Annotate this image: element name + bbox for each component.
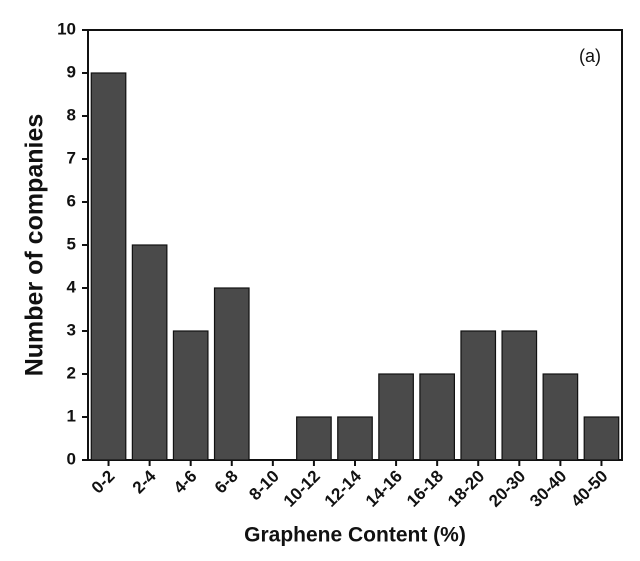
y-tick-label: 7 [67,148,76,167]
bar [131,244,168,461]
x-tick-label: 12-14 [321,466,366,511]
y-tick-label: 3 [67,320,76,339]
bar [419,373,456,461]
y-tick-label: 10 [57,19,76,38]
plot-frame [87,29,623,461]
bar [542,373,579,461]
x-tick-label: 4-6 [170,467,201,498]
y-axis-label: Number of companies [21,114,49,377]
bar [296,416,332,461]
bar [172,330,209,461]
x-tick-label: 10-12 [280,467,324,511]
y-tick-label: 6 [67,191,76,210]
x-tick-label: 18-20 [444,467,488,511]
x-tick-label: 30-40 [526,467,570,511]
x-tick-label: 14-16 [362,467,406,511]
x-tick-label: 8-10 [245,467,282,504]
x-axis-label: Graphene Content (%) [244,524,466,547]
bar [378,373,414,461]
y-tick-label: 5 [67,234,76,253]
annotation: (a) [579,46,601,66]
bar [213,287,250,461]
x-tick-label: 0-2 [88,467,119,498]
bar [583,416,620,461]
y-tick-label: 2 [67,363,76,382]
bar [460,330,497,461]
x-tick-label: 16-18 [403,467,447,511]
y-tick-label: 9 [67,62,76,81]
y-tick-label: 1 [67,406,76,425]
bar [90,72,127,461]
y-tick-label: 4 [67,277,77,296]
y-tick-label: 0 [67,449,76,468]
bar [337,416,373,461]
x-tick-label: 40-50 [567,467,611,511]
x-tick-label: 20-30 [485,467,529,511]
bar [501,330,538,461]
y-tick-label: 8 [67,105,76,124]
x-tick-label: 2-4 [129,466,160,497]
x-tick-label: 6-8 [211,467,242,498]
